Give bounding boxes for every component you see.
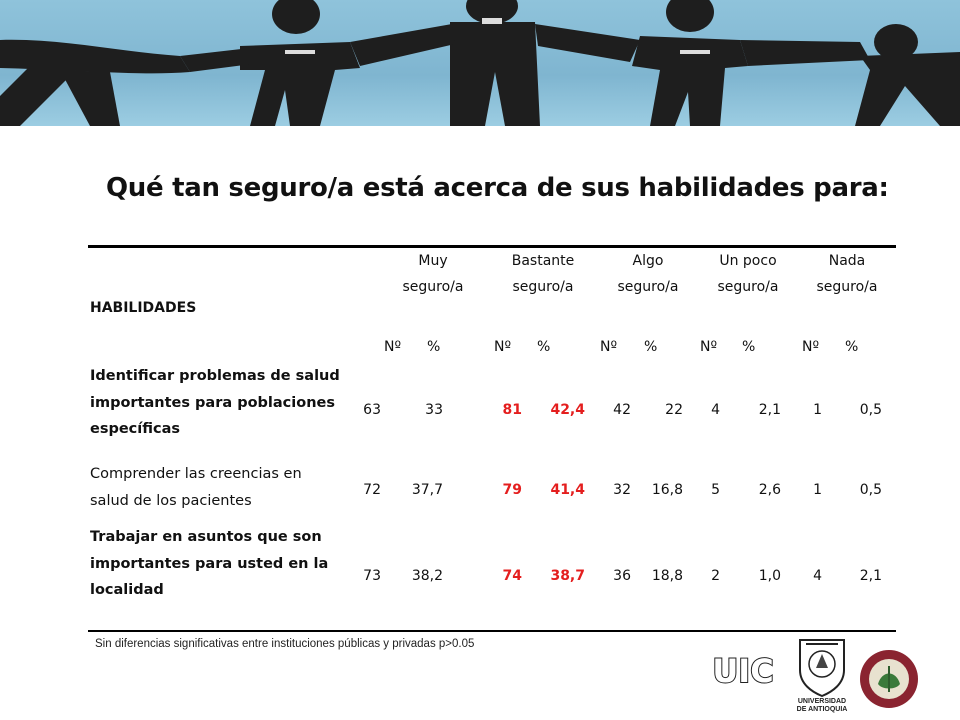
table-cell: 5 bbox=[711, 482, 720, 498]
header-banner-image bbox=[0, 0, 960, 126]
table-cell-highlight: 79 bbox=[502, 482, 522, 498]
table-cell: 38,2 bbox=[411, 568, 443, 584]
table-cell: 32 bbox=[613, 482, 631, 498]
table-cell: 2,1 bbox=[859, 568, 882, 584]
table-cell: 2 bbox=[711, 568, 720, 584]
table-cell: 1 bbox=[813, 482, 822, 498]
subheader-n: Nº bbox=[600, 339, 618, 355]
uic-logo-text: UIC bbox=[712, 652, 773, 690]
subheader-n: Nº bbox=[802, 339, 820, 355]
table-cell: 4 bbox=[711, 402, 720, 418]
subheader-n: Nº bbox=[700, 339, 718, 355]
table-top-rule bbox=[88, 245, 896, 248]
table-cell-highlight: 41,4 bbox=[550, 482, 585, 498]
udea-caption: UNIVERSIDAD DE ANTIOQUIA bbox=[796, 698, 848, 713]
table-cell-highlight: 74 bbox=[502, 568, 522, 584]
row-label-comprender: Comprender las creencias en salud de los… bbox=[90, 466, 302, 509]
table-cell: 33 bbox=[425, 402, 443, 418]
table-cell: 2,6 bbox=[758, 482, 781, 498]
table-cell: 2,1 bbox=[758, 402, 781, 418]
table-cell: 37,7 bbox=[411, 482, 443, 498]
habilidades-header: HABILIDADES bbox=[90, 300, 197, 316]
table-cell: 4 bbox=[813, 568, 822, 584]
table-cell: 22 bbox=[665, 402, 683, 418]
table-cell: 16,8 bbox=[651, 482, 683, 498]
table-cell-highlight: 38,7 bbox=[550, 568, 585, 584]
subheader-pct: % bbox=[644, 339, 658, 355]
table-cell: 1 bbox=[813, 402, 822, 418]
group-header-bastante: Bastante seguro/a bbox=[511, 253, 575, 295]
footnote: Sin diferencias significativas entre ins… bbox=[95, 638, 475, 650]
group-header-muy: Muy seguro/a bbox=[402, 253, 464, 295]
subheader-pct: % bbox=[537, 339, 551, 355]
odontologia-seal-logo bbox=[858, 648, 920, 715]
table-cell: 73 bbox=[363, 568, 381, 584]
uic-logo: UIC bbox=[711, 650, 774, 695]
udea-crest-logo bbox=[792, 636, 852, 703]
table-cell-highlight: 42,4 bbox=[550, 402, 585, 418]
table-bottom-rule bbox=[88, 630, 896, 632]
subheader-pct: % bbox=[427, 339, 441, 355]
table-cell: 42 bbox=[613, 402, 631, 418]
table-cell: 36 bbox=[613, 568, 631, 584]
table-cell: 63 bbox=[363, 402, 381, 418]
table-cell: 72 bbox=[363, 482, 381, 498]
subheader-n: Nº bbox=[494, 339, 512, 355]
table-cell: 1,0 bbox=[758, 568, 781, 584]
table-cell: 18,8 bbox=[651, 568, 683, 584]
slide-title: Qué tan seguro/a está acerca de sus habi… bbox=[106, 173, 889, 203]
row-label-trabajar: Trabajar en asuntos que son importantes … bbox=[90, 529, 329, 598]
table-cell: 0,5 bbox=[859, 482, 882, 498]
subheader-pct: % bbox=[845, 339, 859, 355]
table-cell: 0,5 bbox=[859, 402, 882, 418]
group-header-nada: Nada seguro/a bbox=[816, 253, 878, 295]
group-header-un-poco: Un poco seguro/a bbox=[717, 253, 779, 295]
row-label-identificar: Identificar problemas de salud important… bbox=[90, 368, 340, 437]
table-cell-highlight: 81 bbox=[502, 402, 522, 418]
group-header-algo: Algo seguro/a bbox=[617, 253, 679, 295]
subheader-n: Nº bbox=[384, 339, 402, 355]
subheader-pct: % bbox=[742, 339, 756, 355]
